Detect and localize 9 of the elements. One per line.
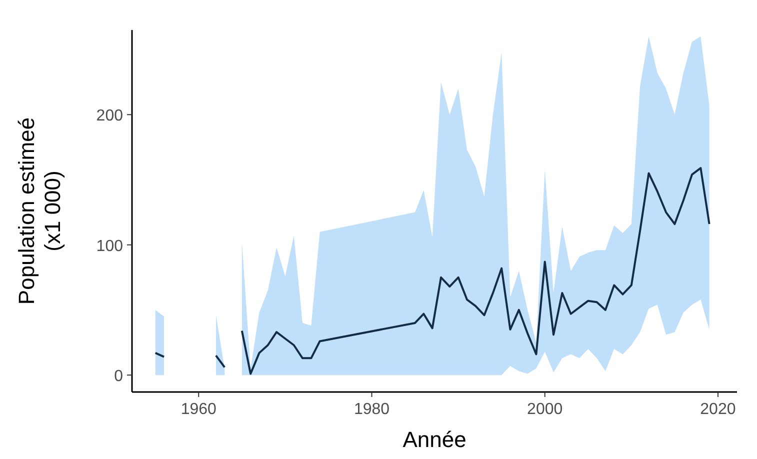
y-tick-label: 200 xyxy=(96,108,124,125)
y-axis-title: Population estimeé (x1 000) xyxy=(14,117,65,305)
x-tick-label: 1960 xyxy=(180,401,217,418)
x-tick-label: 2000 xyxy=(527,401,563,418)
x-tick-label: 2020 xyxy=(700,401,736,418)
x-tick-label: 1980 xyxy=(354,401,390,418)
y-tick-label: 0 xyxy=(114,368,124,386)
x-axis-title: Année xyxy=(402,427,466,452)
y-tick-label: 100 xyxy=(96,238,124,255)
